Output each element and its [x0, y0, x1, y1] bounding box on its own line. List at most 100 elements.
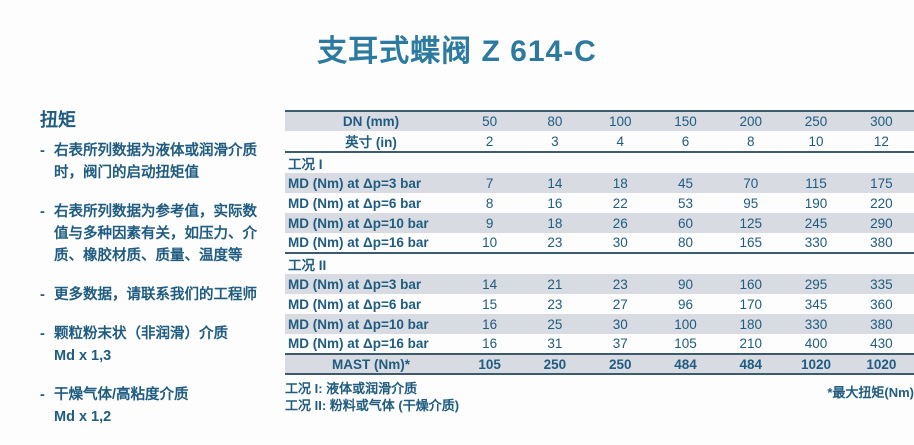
- table-cell: 23: [587, 274, 653, 294]
- table-row: MD (Nm) at Δp=6 bar 8 16 22 53 95 190 220: [285, 193, 914, 213]
- table-cell: 6: [652, 131, 719, 153]
- row-label: MD (Nm) at Δp=16 bar: [288, 336, 429, 351]
- table-cell: 2: [457, 131, 523, 153]
- row-label: MD (Nm) at Δp=16 bar: [288, 235, 429, 250]
- table-cell: 210: [739, 336, 763, 351]
- table-row: MD (Nm) at Δp=16 bar 10 23 30 80 165 330 380: [285, 233, 914, 253]
- table-cell: 16: [547, 195, 563, 211]
- sidebar-note-item: - 干燥气体/高粘度介质 Md x 1,2: [40, 384, 282, 428]
- note-text: 右表所列数据为参考值，实际数值与多种因素有关，如压力、介质、橡胶材质、质量、温度…: [54, 204, 257, 264]
- table-cell: 150: [652, 110, 719, 131]
- table-cell: 30: [587, 314, 653, 334]
- note-text: 更多数据，请联系我们的工程师: [54, 287, 257, 303]
- table-cell: 400: [804, 336, 828, 351]
- table-cell: 60: [652, 213, 719, 233]
- table-cell: 1020: [848, 353, 914, 375]
- condition-note: 工况 II: 粉料或气体 (干燥介质): [285, 397, 459, 414]
- row-label: MAST (Nm)*: [285, 353, 457, 375]
- bullet-marker: -: [40, 204, 45, 220]
- row-label: MD (Nm) at Δp=6 bar: [288, 296, 422, 312]
- table-cell: 360: [870, 296, 893, 312]
- section-header-row: 工况 I: [285, 152, 914, 173]
- table-cell: 250: [783, 110, 849, 131]
- condition-label: 工况 I:: [285, 381, 327, 396]
- section-header-row: 工况 II: [285, 252, 914, 274]
- table-cell: 27: [612, 296, 628, 312]
- table-cell: 23: [547, 235, 563, 250]
- condition-description: 粉料或气体 (干燥介质): [329, 398, 460, 413]
- table-cell: 160: [718, 274, 784, 294]
- table-cell: 1020: [783, 353, 849, 375]
- page-title: 支耳式蝶阀 Z 614-C: [317, 35, 597, 68]
- bullet-marker: -: [40, 143, 45, 159]
- note-factor: Md x 1,2: [54, 409, 112, 425]
- row-label: MD (Nm) at Δp=3 bar: [285, 274, 457, 294]
- table-cell: 21: [522, 274, 588, 294]
- table-cell: 45: [652, 173, 719, 193]
- table-cell: 4: [587, 131, 653, 153]
- table-row: MD (Nm) at Δp=16 bar 16 31 37 105 210 400 430: [285, 334, 914, 354]
- sidebar-note-item: - 颗粒粉末状（非润滑）介质 Md x 1,3: [40, 323, 282, 367]
- table-cell: 335: [848, 274, 914, 294]
- row-label: MD (Nm) at Δp=6 bar: [288, 195, 422, 211]
- dn-header-row: DN (mm) 50 80 100 150 200 250 300: [285, 110, 914, 131]
- table-cell: 200: [718, 110, 784, 131]
- table-cell: 430: [870, 336, 893, 351]
- table-cell: 80: [677, 235, 693, 250]
- table-cell: 100: [652, 314, 719, 334]
- table-cell: 170: [739, 296, 763, 312]
- sidebar-notes: - 右表所列数据为液体或润滑介质时，阀门的启动扭矩值 - 右表所列数据为参考值，实际数…: [40, 140, 282, 428]
- torque-table-area: DN (mm) 50 80 100 150 200 250 300 英寸 (in) 2 3 4 6 8 10…: [285, 110, 914, 414]
- table-row: MD (Nm) at Δp=10 bar 16 25 30 100 180 330 380: [285, 314, 914, 334]
- table-cell: 15: [482, 296, 498, 312]
- table-cell: 18: [587, 173, 653, 193]
- row-label: 工况 I: [288, 157, 323, 172]
- table-cell: 484: [652, 353, 719, 375]
- table-cell: 10: [482, 235, 498, 250]
- bullet-marker: -: [40, 326, 45, 342]
- row-label: DN (mm): [285, 110, 457, 131]
- table-row: MD (Nm) at Δp=10 bar 9 18 26 60 125 245 290: [285, 213, 914, 233]
- sidebar: 扭矩 - 右表所列数据为液体或润滑介质时，阀门的启动扭矩值 - 右表所列数据为参考值，…: [40, 106, 282, 445]
- table-cell: 25: [522, 314, 588, 334]
- row-label: MD (Nm) at Δp=10 bar: [285, 213, 457, 233]
- row-label: 工况 II: [285, 252, 914, 274]
- table-cell: 125: [718, 213, 784, 233]
- bullet-marker: -: [40, 287, 45, 303]
- table-cell: 90: [652, 274, 719, 294]
- inch-header-row: 英寸 (in) 2 3 4 6 8 10 12: [285, 131, 914, 153]
- torque-table: DN (mm) 50 80 100 150 200 250 300 英寸 (in) 2 3 4 6 8 10…: [285, 110, 914, 375]
- max-torque-note: *最大扭矩(Nm): [827, 385, 914, 400]
- row-label: 英寸 (in): [285, 131, 457, 153]
- row-label: MD (Nm) at Δp=3 bar: [285, 173, 457, 193]
- table-cell: 3: [522, 131, 588, 153]
- table-cell: 16: [457, 314, 523, 334]
- table-cell: 8: [718, 131, 784, 153]
- table-cell: 190: [804, 195, 828, 211]
- table-cell: 245: [783, 213, 849, 233]
- table-cell: 105: [674, 336, 697, 351]
- table-cell: 26: [587, 213, 653, 233]
- table-cell: 30: [612, 235, 628, 250]
- table-cell: 330: [804, 235, 828, 250]
- table-cell: 380: [848, 314, 914, 334]
- table-footnotes: 工况 I: 液体或润滑介质 工况 II: 粉料或气体 (干燥介质) *最大扭矩(N…: [285, 380, 914, 414]
- sidebar-note-item: - 右表所列数据为参考值，实际数值与多种因素有关，如压力、介质、橡胶材质、质量、温…: [40, 201, 282, 267]
- table-cell: 250: [522, 353, 588, 375]
- note-text: 颗粒粉末状（非润滑）介质 Md x 1,3: [54, 323, 268, 367]
- table-cell: 14: [457, 274, 523, 294]
- table-cell: 22: [612, 195, 628, 211]
- table-cell: 10: [783, 131, 849, 153]
- table-cell: 50: [457, 110, 523, 131]
- condition-note: 工况 I: 液体或润滑介质: [285, 380, 459, 397]
- table-cell: 16: [482, 336, 498, 351]
- condition-label: 工况 II:: [285, 398, 330, 413]
- sidebar-heading: 扭矩: [40, 110, 76, 130]
- condition-description: 液体或润滑介质: [326, 381, 418, 396]
- table-cell: 23: [547, 296, 563, 312]
- table-cell: 295: [783, 274, 849, 294]
- table-cell: 484: [718, 353, 784, 375]
- table-cell: 250: [587, 353, 653, 375]
- table-cell: 53: [677, 195, 693, 211]
- table-cell: 7: [457, 173, 523, 193]
